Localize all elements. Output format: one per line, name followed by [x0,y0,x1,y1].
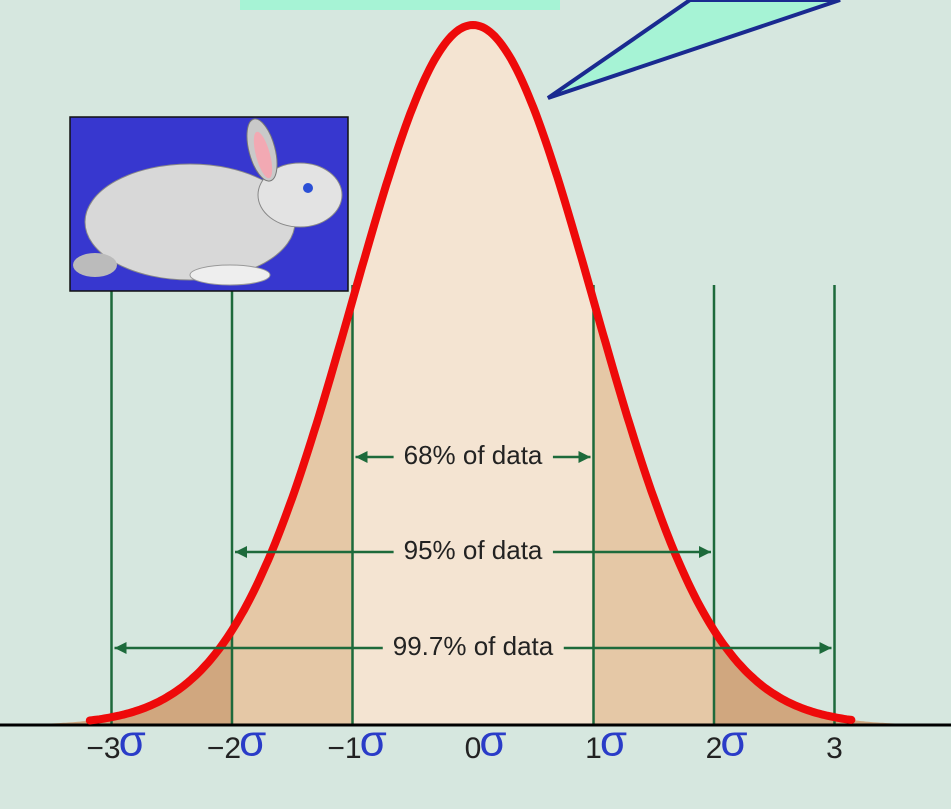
tick-label: 1 [585,732,602,765]
arrow-head [578,451,591,463]
label-bg [382,628,564,663]
tick-label: −3 [86,732,120,765]
rabbit-picture [69,116,349,292]
band-label: 95% of data [404,535,543,565]
arrow-head [114,642,127,654]
tick-label: −2 [207,732,241,765]
normal-curve [85,20,856,725]
sigma-symbol: σ [600,717,627,766]
arrow-head [355,451,368,463]
label-bg [393,437,553,472]
band-label: 99.7% of data [393,631,554,661]
sigma-symbol: σ [239,717,266,766]
sigma-symbol: σ [360,717,387,766]
tick-label: 0 [465,732,482,765]
sigma-symbol: σ [119,717,146,766]
top-box [240,0,560,10]
arrow-head [819,642,832,654]
band-label: 68% of data [404,440,543,470]
tick-label: −1 [327,732,361,765]
arrow-head [699,546,711,558]
callout [546,0,841,100]
tick-label: 2 [706,732,723,765]
tick-label: 3 [826,732,843,765]
shaded-area [714,630,907,725]
sigma-symbol: σ [720,717,747,766]
shaded-area [39,630,233,725]
label-bg [393,532,553,567]
sigma-symbol: σ [479,717,506,766]
arrow-head [235,546,247,558]
